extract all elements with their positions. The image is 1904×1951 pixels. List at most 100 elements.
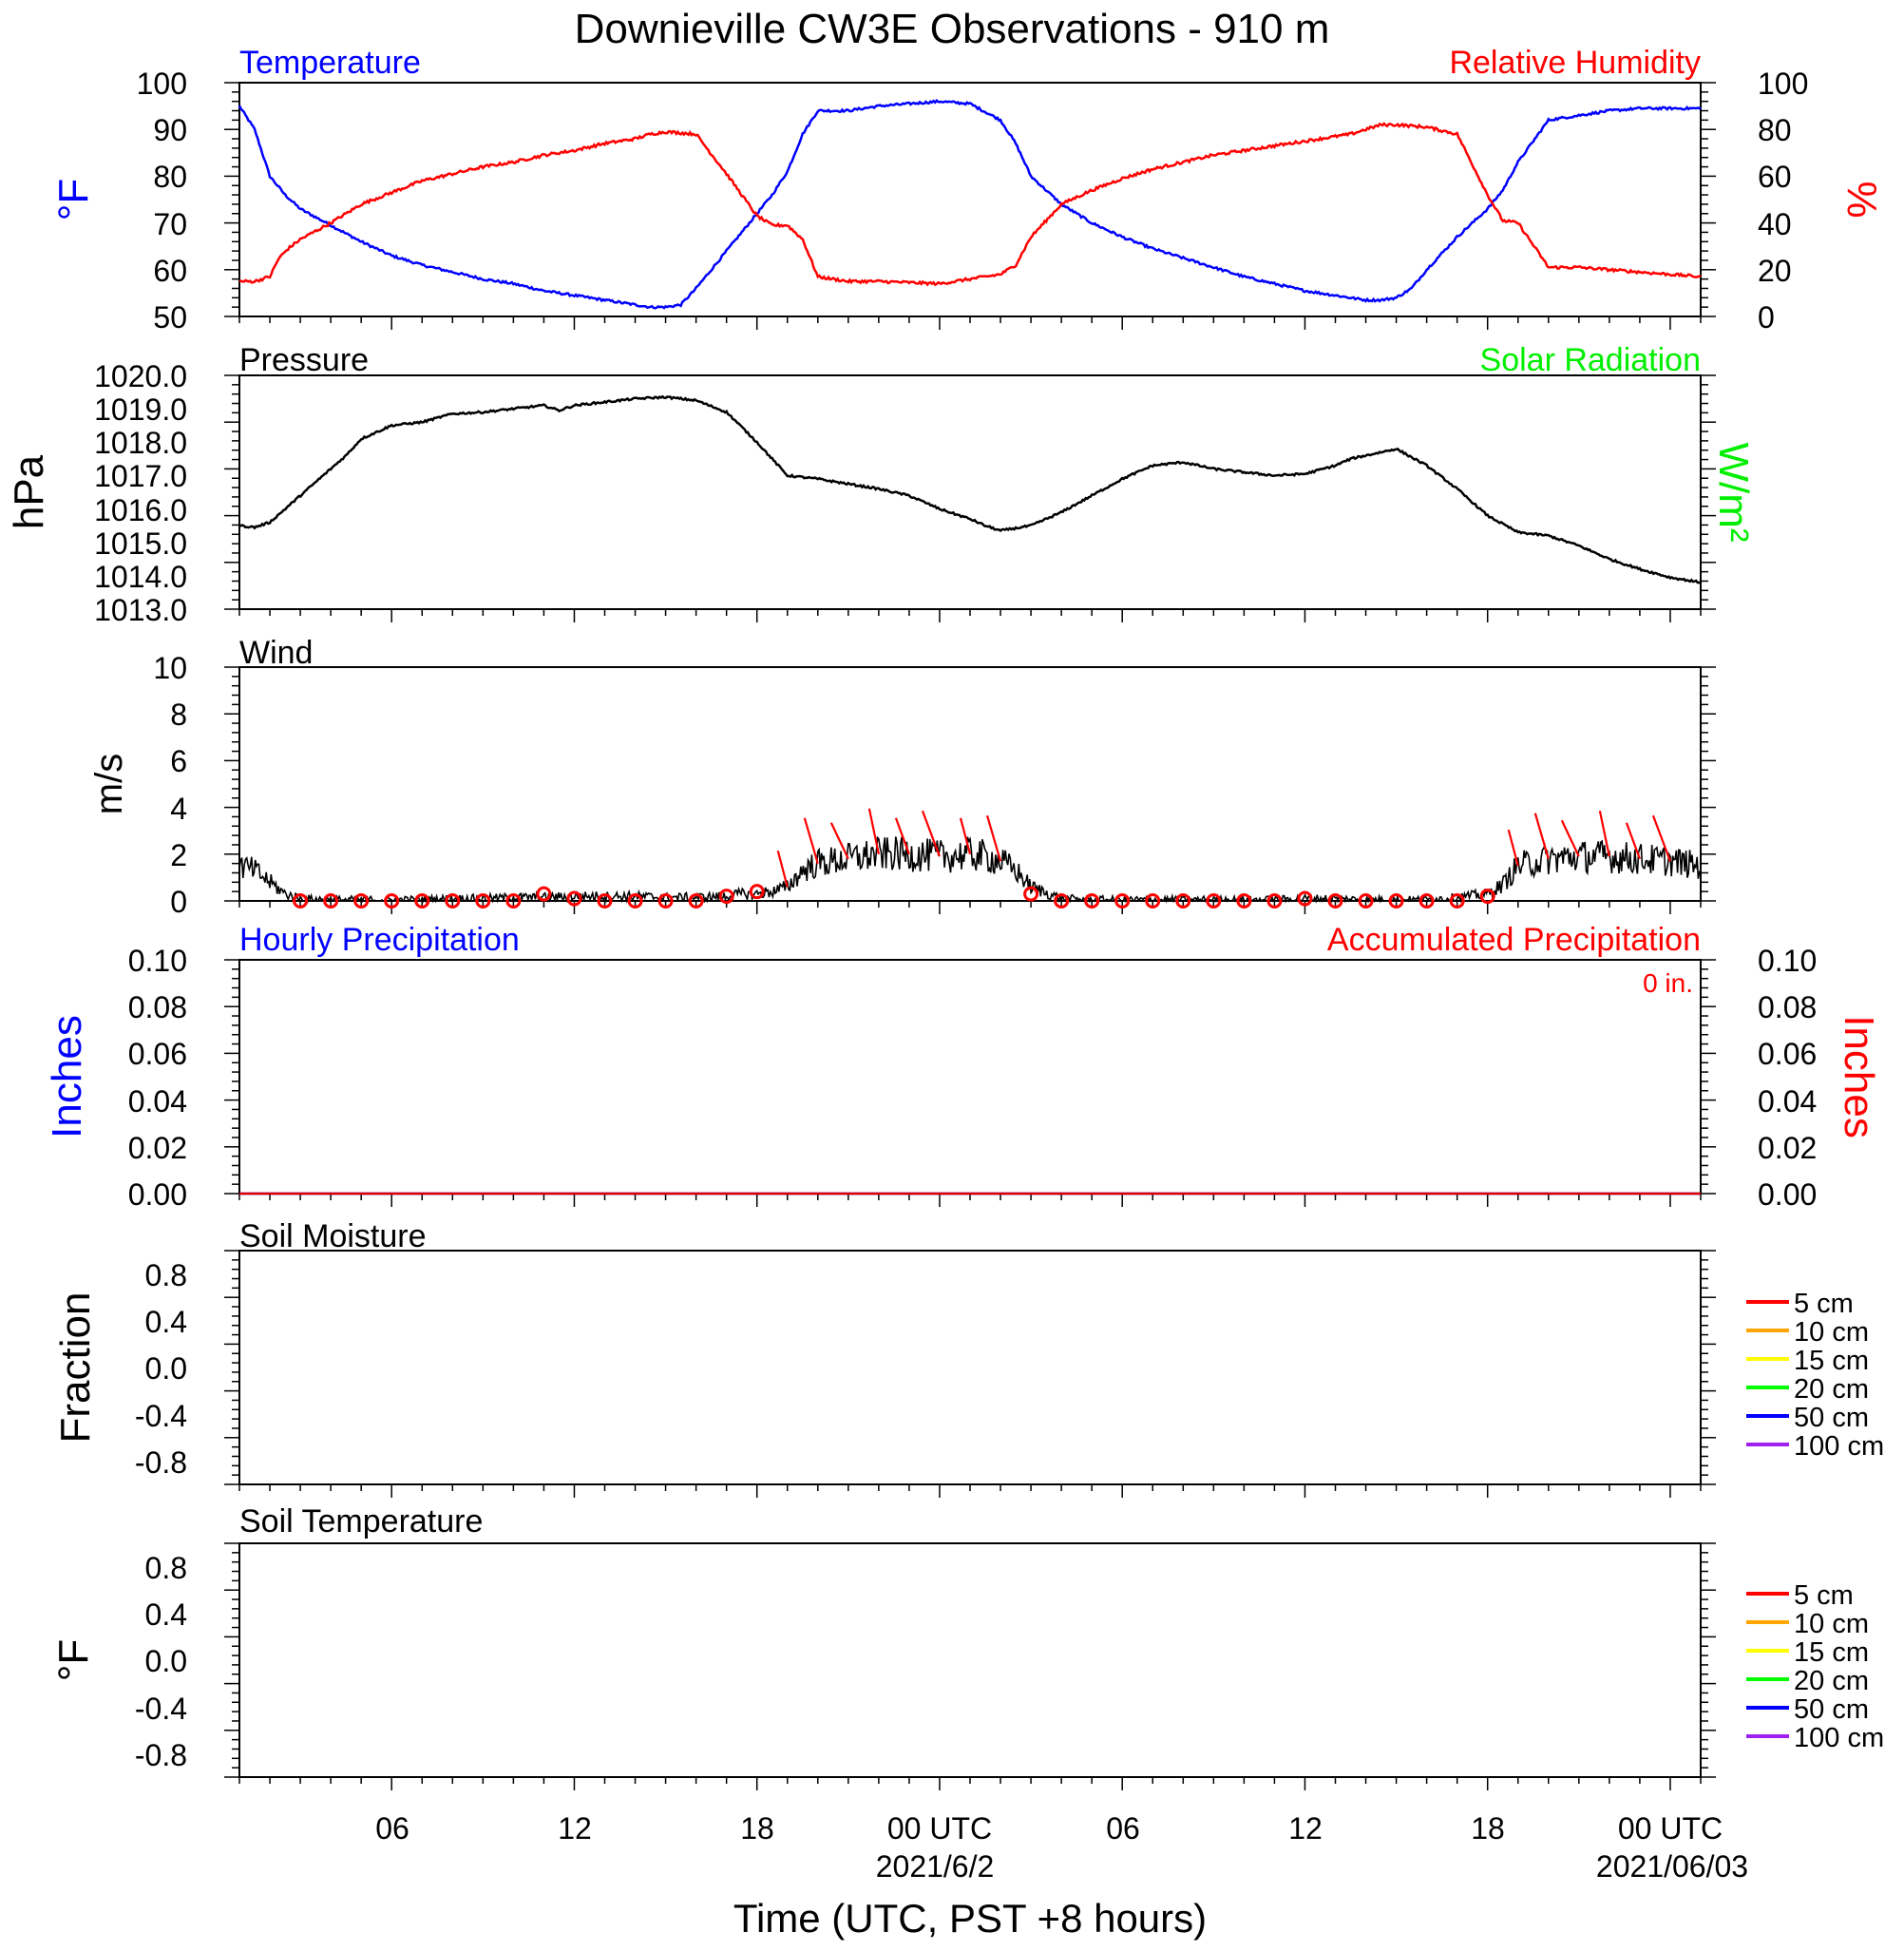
legend: 5 cm 10 cm 15 cm 20 cm 50 cm 100 cm [1746, 1289, 1884, 1462]
panel-left-title: Soil Moisture [239, 1218, 427, 1254]
y-tick-label: 0.4 [145, 1305, 187, 1339]
wind-hourly-marker [1449, 893, 1465, 909]
x-tick-label: 06 [1106, 1811, 1140, 1846]
right-axis-unit: Inches [1836, 1015, 1882, 1138]
y-tick-label: 70 [153, 207, 187, 241]
wind-hourly-marker [445, 893, 461, 909]
x-tick-label: 06 [375, 1811, 409, 1846]
legend-label: 50 cm [1794, 1694, 1869, 1725]
pressure-line [238, 394, 1702, 584]
left-axis-unit: m/s [88, 754, 130, 814]
y2-tick-label: 80 [1758, 113, 1792, 147]
panel-frame [238, 1250, 1702, 1485]
wind-barb [1507, 829, 1519, 867]
wind-hourly-marker [353, 893, 370, 909]
wind-speed-line [238, 835, 1702, 904]
x-tick-label: 18 [740, 1811, 774, 1846]
wind-hourly-markers [293, 808, 1671, 909]
legend: 5 cm 10 cm 15 cm 20 cm 50 cm 100 cm [1746, 1580, 1884, 1753]
panel-soil-temperature: Soil Temperature °F -0.8 -0.4 0.0 0.4 0.… [50, 1503, 1884, 1790]
legend-label: 15 cm [1794, 1346, 1869, 1376]
axis-ticks [224, 374, 1716, 622]
panel-precipitation: Hourly Precipitation Accumulated Precipi… [44, 922, 1882, 1212]
y-tick-label: 0.4 [145, 1597, 187, 1632]
wind-barb [1625, 822, 1641, 860]
wind-hourly-marker [1114, 893, 1131, 909]
y2-tick-label: 20 [1758, 254, 1792, 288]
wind-hourly-marker [657, 893, 674, 909]
y-tick-label: 0.8 [145, 1258, 187, 1292]
wind-hourly-marker [1479, 889, 1495, 905]
axis-ticks [224, 1250, 1716, 1498]
wind-barb [803, 817, 819, 864]
y-tick-label: 0.00 [128, 1177, 187, 1212]
panel-left-title: Wind [239, 635, 313, 671]
y-tick-label: 0.0 [145, 1644, 187, 1678]
wind-barb [959, 817, 972, 855]
y2-tick-label: 60 [1758, 160, 1792, 194]
wind-hourly-marker [323, 893, 339, 909]
legend-label: 10 cm [1794, 1609, 1869, 1639]
x-tick-label: 18 [1471, 1811, 1505, 1846]
y-tick-label: 1014.0 [94, 560, 187, 594]
y-tick-label: 80 [153, 160, 187, 194]
x-axis: 06 12 18 00 UTC 06 12 18 00 UTC 2021/6/2… [375, 1811, 1748, 1941]
accumulated-total-label: 0 in. [1643, 968, 1693, 998]
y-tick-label: 4 [170, 792, 187, 826]
y2-tick-label: 0.02 [1758, 1131, 1817, 1165]
wind-barb [1598, 811, 1610, 857]
legend-label: 100 cm [1794, 1723, 1884, 1753]
wind-hourly-marker [688, 893, 704, 909]
panel-left-title: Hourly Precipitation [239, 922, 520, 958]
axis-ticks [224, 959, 1716, 1207]
wind-hourly-marker [749, 884, 765, 900]
y-tick-label: 2 [170, 838, 187, 872]
y-tick-label: 0.8 [145, 1551, 187, 1585]
panel-frame [238, 959, 1702, 1195]
legend-label: 50 cm [1794, 1403, 1869, 1433]
y-tick-label: 90 [153, 113, 187, 147]
wind-hourly-marker [1175, 893, 1191, 909]
y-tick-label: 60 [153, 254, 187, 288]
x-axis-title: Time (UTC, PST +8 hours) [733, 1896, 1207, 1941]
wind-barb [1651, 814, 1671, 862]
temperature-line [238, 99, 1702, 310]
x-date-label: 2021/06/03 [1596, 1849, 1748, 1884]
x-tick-label: 00 UTC [1618, 1811, 1723, 1846]
panel-frame [238, 666, 1702, 902]
legend-label: 15 cm [1794, 1637, 1869, 1668]
y-tick-label: -0.8 [135, 1445, 187, 1480]
wind-hourly-marker [1145, 893, 1161, 909]
right-axis-unit: % [1838, 181, 1885, 218]
axis-ticks [224, 666, 1716, 914]
wind-barb [921, 810, 941, 857]
y-tick-label: 0.08 [128, 990, 187, 1024]
y-tick-label: 8 [170, 698, 187, 732]
y2-tick-label: 0.08 [1758, 990, 1817, 1024]
x-tick-label: 12 [558, 1811, 592, 1846]
wind-hourly-marker [1388, 893, 1404, 909]
y2-tick-label: 0.04 [1758, 1084, 1817, 1119]
wind-hourly-marker [293, 893, 309, 909]
y-tick-label: 0.06 [128, 1037, 187, 1071]
legend-label: 20 cm [1794, 1666, 1869, 1696]
wind-hourly-marker [1297, 890, 1313, 907]
wind-barb [1533, 813, 1550, 860]
y-tick-label: 1016.0 [94, 493, 187, 527]
wind-hourly-marker [1206, 893, 1222, 909]
panel-right-title: Relative Humidity [1449, 45, 1701, 81]
right-axis-unit: W/m² [1710, 442, 1757, 542]
y2-tick-label: 0.10 [1758, 944, 1817, 978]
wind-hourly-marker [384, 893, 400, 909]
x-tick-label: 00 UTC [887, 1811, 992, 1846]
panel-left-title: Temperature [239, 45, 421, 81]
panel-right-title: Solar Radiation [1480, 342, 1701, 378]
panel-frame [238, 1542, 1702, 1778]
panel-wind: Wind m/s 0 2 4 6 8 10 [88, 635, 1716, 919]
y2-tick-label: 0.06 [1758, 1037, 1817, 1071]
x-tick-label: 12 [1288, 1811, 1323, 1846]
wind-barb [829, 822, 849, 860]
y-tick-label: 100 [137, 67, 187, 101]
wind-hourly-marker [1418, 893, 1435, 909]
